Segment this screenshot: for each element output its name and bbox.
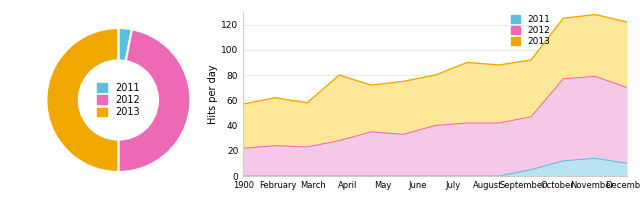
Wedge shape: [118, 29, 190, 172]
Legend: 2011, 2012, 2013: 2011, 2012, 2013: [509, 13, 552, 48]
Wedge shape: [118, 28, 132, 61]
Legend: 2011, 2012, 2013: 2011, 2012, 2013: [96, 82, 141, 118]
Wedge shape: [46, 28, 118, 172]
Y-axis label: Hits per day: Hits per day: [208, 64, 218, 124]
